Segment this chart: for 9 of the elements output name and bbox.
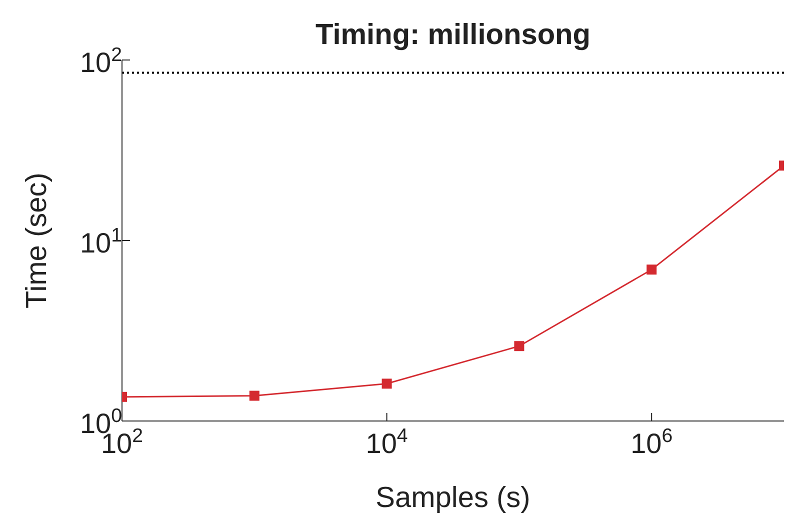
point <box>514 341 524 352</box>
x-tick-label: 10$^{4}$ <box>366 425 408 459</box>
chart-title: Timing: millionsong <box>316 19 590 51</box>
y-axis-title: Time (sec) <box>21 172 53 308</box>
y-tick-label: 10$^{2}$ <box>80 44 122 78</box>
x-axis-title: Samples (s) <box>376 482 530 514</box>
y-tick-label: 10$^{1}$ <box>80 224 122 258</box>
point <box>382 378 392 389</box>
x-tick-label: 10$^{6}$ <box>630 425 673 459</box>
